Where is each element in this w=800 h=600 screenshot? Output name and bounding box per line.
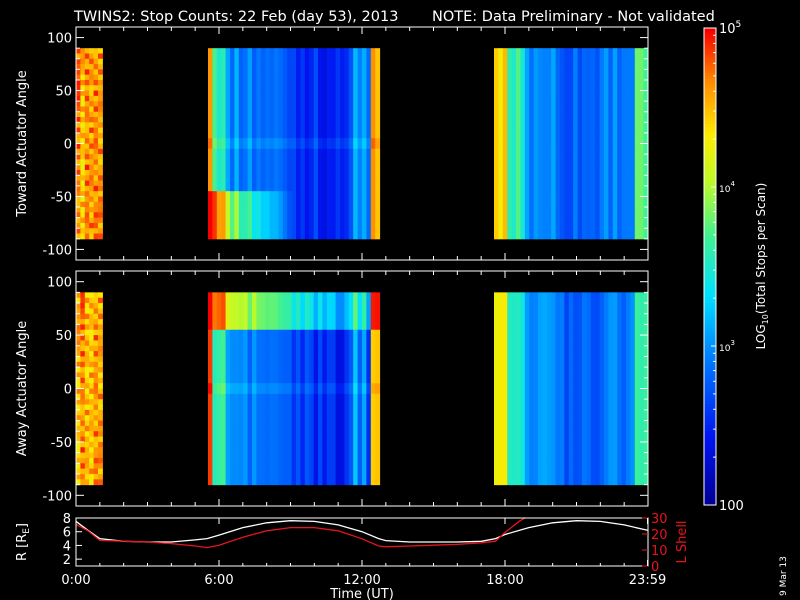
y-tick-label: 100 xyxy=(47,276,72,291)
series-radius-line xyxy=(76,520,648,543)
y-tick-label: -50 xyxy=(51,190,72,205)
colorbar-frame xyxy=(703,27,717,506)
y-tick-label: 50 xyxy=(55,329,72,344)
y-left-tick-label: 8 xyxy=(63,512,71,527)
y-right-tick-label: 30 xyxy=(651,512,668,527)
y-left-axis-label: R [RE] xyxy=(15,523,32,561)
x-tick-label: 6:00 xyxy=(204,573,233,588)
colorbar-tick-label: 104 xyxy=(719,180,735,195)
x-tick-label: 18:00 xyxy=(486,573,523,588)
x-axis-label: Time (UT) xyxy=(329,587,394,600)
y-right-tick-label: 10 xyxy=(651,544,668,559)
y-tick-label: 0 xyxy=(64,138,72,153)
y-tick-label: 100 xyxy=(47,32,72,47)
y-right-tick-label: 20 xyxy=(651,528,668,543)
toward-panel: -100 -50 0 50 100 Toward Actuator Angle xyxy=(15,26,649,261)
x-tick-label: 23:59 xyxy=(629,573,666,588)
y-right-tick-label: 0 xyxy=(651,560,659,575)
y-tick-label: -50 xyxy=(51,436,72,451)
heatmap-image xyxy=(76,48,649,240)
y-left-tick-label: 6 xyxy=(63,526,71,541)
colorbar-tick-label: 100 xyxy=(719,499,744,514)
y-tick-label: 0 xyxy=(64,383,72,398)
y-axis-label: Toward Actuator Angle xyxy=(15,70,30,217)
series-lshell-line xyxy=(76,518,527,549)
colorbar-tick-label: 105 xyxy=(719,20,741,37)
x-tick-label: 12:00 xyxy=(343,573,380,588)
colorbar: 105 104 103 100 LOG10(Total Stops per Scan) xyxy=(703,20,770,514)
y-tick-label: -100 xyxy=(42,243,72,258)
y-tick-label: 50 xyxy=(55,85,72,100)
colorbar-tick-label: 103 xyxy=(719,339,735,354)
figure-title: TWINS2: Stop Counts: 22 Feb (day 53), 20… xyxy=(73,9,398,25)
x-tick-label: 0:00 xyxy=(61,573,90,588)
y-axis-label: Away Actuator Angle xyxy=(15,321,30,456)
y-left-tick-label: 4 xyxy=(63,539,71,554)
y-left-tick-label: 2 xyxy=(63,553,71,568)
y-right-axis-label: L Shell xyxy=(675,520,690,563)
preliminary-note: NOTE: Data Preliminary - Not validated xyxy=(432,9,715,25)
y-tick-label: -100 xyxy=(42,489,72,504)
date-stamp: 9 Mar 13 xyxy=(779,556,789,596)
away-panel: -100 -50 0 50 100 Away Actuator Angle xyxy=(15,270,649,507)
heatmap-image xyxy=(76,292,649,486)
colorbar-label: LOG10(Total Stops per Scan) xyxy=(754,183,770,350)
